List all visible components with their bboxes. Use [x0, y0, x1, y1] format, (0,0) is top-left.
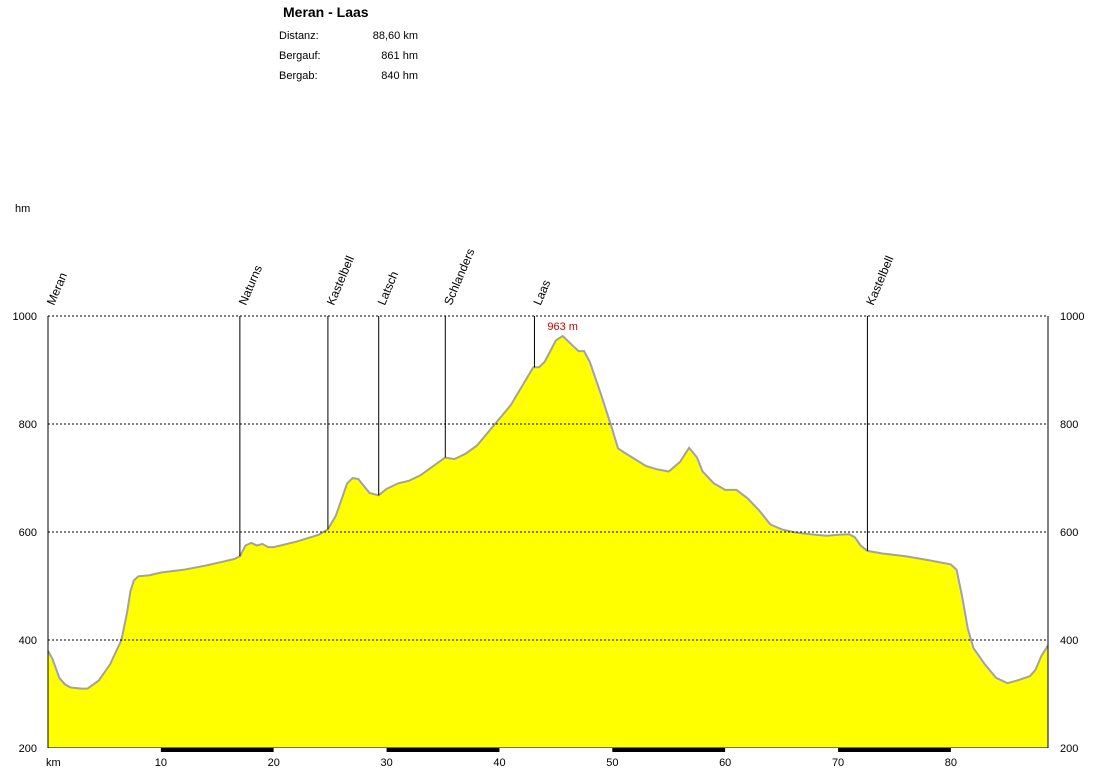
waypoint-label-3: Latsch [375, 269, 402, 307]
stat-value-descent: 840 hm [381, 70, 418, 82]
profile-area [48, 336, 1048, 748]
x-tick-label-40: 40 [493, 757, 505, 769]
y-tick-label-right-600: 600 [1060, 527, 1078, 539]
x-tick-label-50: 50 [606, 757, 618, 769]
profile-line [47, 334, 1049, 690]
x-tick-label-70: 70 [832, 757, 844, 769]
y-tick-label-left-600: 600 [19, 527, 37, 539]
km-scale-segment [950, 748, 1048, 752]
km-scale-segment [499, 748, 613, 752]
km-scale-segment [725, 748, 839, 752]
x-tick-label-20: 20 [268, 757, 280, 769]
km-scale-segment [386, 748, 500, 752]
x-tick-label-80: 80 [945, 757, 957, 769]
waypoint-label-5: Laas [530, 278, 553, 307]
y-tick-label-right-1000: 1000 [1060, 311, 1084, 323]
km-scale-segment [48, 748, 161, 752]
x-tick-label-60: 60 [719, 757, 731, 769]
x-axis-label: km [46, 757, 61, 769]
y-tick-label-right-200: 200 [1060, 743, 1078, 755]
km-scale-segment [838, 748, 951, 752]
y-tick-label-left-800: 800 [19, 419, 37, 431]
x-tick-label-10: 10 [155, 757, 167, 769]
stat-label-distance: Distanz: [279, 30, 319, 42]
km-scale-segment [160, 748, 274, 752]
km-scale-segment [612, 748, 726, 752]
waypoint-label-4: Schlanders [441, 246, 477, 307]
route-header: Meran - Laas Distanz: 88,60 km Bergauf: … [0, 0, 1093, 100]
stat-label-ascent: Bergauf: [279, 50, 321, 62]
stat-label-descent: Bergab: [279, 70, 318, 82]
y-tick-label-right-800: 800 [1060, 419, 1078, 431]
waypoint-label-6: Kastelbell [863, 254, 896, 307]
stat-value-distance: 88,60 km [372, 30, 418, 42]
y-axis-label: hm [15, 203, 30, 215]
stat-value-ascent: 861 hm [381, 50, 418, 62]
y-tick-label-right-400: 400 [1060, 635, 1078, 647]
route-title: Meran - Laas [283, 4, 369, 20]
waypoint-label-2: Kastelbell [324, 254, 357, 307]
y-tick-label-left-400: 400 [19, 635, 37, 647]
km-scale-segment [273, 748, 387, 752]
max-elevation-label: 963 m [547, 321, 578, 333]
waypoint-label-0: Meran [44, 270, 70, 307]
x-tick-label-30: 30 [380, 757, 392, 769]
y-tick-label-left-200: 200 [19, 743, 37, 755]
y-tick-label-left-1000: 1000 [13, 311, 37, 323]
waypoint-label-1: Naturns [236, 263, 265, 307]
